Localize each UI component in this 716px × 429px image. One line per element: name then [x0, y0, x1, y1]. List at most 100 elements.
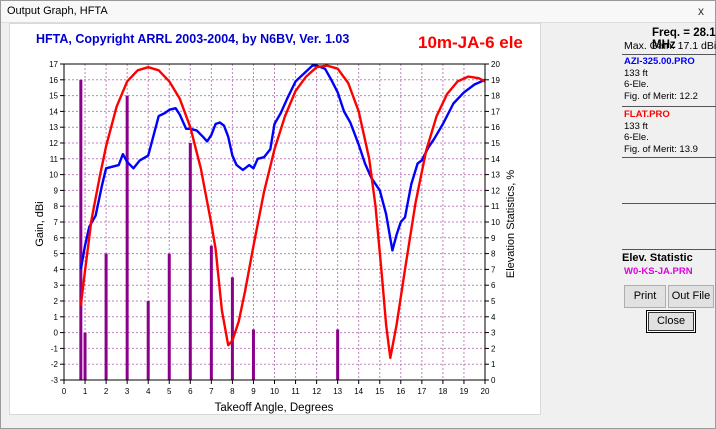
file1-merit: Fig. of Merit: 12.2 [624, 90, 698, 102]
y-tick-label: 11 [50, 155, 59, 164]
y-tick-label: 16 [49, 76, 58, 85]
y2-tick-label: 8 [491, 250, 496, 259]
y-tick-label: 2 [54, 297, 59, 306]
y2-tick-label: 18 [491, 92, 500, 101]
x-tick-label: 5 [167, 387, 172, 396]
elevation-bar [104, 253, 108, 380]
sidebar: Freq. = 28.1 MHz Max. Gain: 17.1 dBi AZI… [546, 23, 716, 415]
y2-tick-label: 11 [491, 202, 500, 211]
tick-labels: 0 1 2 3 4 5 6 7 8 9 10 11 12 13 14 15 16 17 18 19 20-3-2-101… [49, 60, 500, 396]
x-tick-label: 4 [146, 387, 151, 396]
x-tick-label: 7 [209, 387, 214, 396]
elevation-bar [209, 245, 213, 380]
elevation-bar [125, 95, 129, 380]
divider [622, 54, 716, 55]
file2-merit: Fig. of Merit: 13.9 [624, 143, 698, 155]
file2-name: FLAT.PRO [624, 109, 670, 120]
file1-height: 133 ft [624, 67, 648, 79]
y2-tick-label: 20 [491, 60, 500, 69]
y-tick-label: 3 [54, 281, 59, 290]
window-title: Output Graph, HFTA [7, 5, 108, 17]
y-axis-label: Gain, dBi [34, 201, 46, 246]
x-tick-label: 1 [83, 387, 88, 396]
y2-tick-label: 4 [491, 313, 496, 322]
frequency-label: Freq. = 28.1 MHz [652, 27, 716, 51]
x-tick-label: 13 [333, 387, 342, 396]
y2-tick-label: 16 [491, 123, 500, 132]
y-tick-label: 9 [54, 186, 59, 195]
y2-tick-label: 7 [491, 265, 496, 274]
y2-tick-label: 5 [491, 297, 496, 306]
y-tick-label: 8 [54, 202, 59, 211]
y-tick-label: 5 [54, 250, 59, 259]
elev-statistic-file: W0-KS-JA.PRN [624, 266, 693, 277]
title-bar: Output Graph, HFTA x [1, 1, 715, 23]
series-line-2 [79, 64, 486, 360]
y2-axis-label: Elevation Statistics, % [505, 170, 517, 278]
x-tick-label: 18 [438, 387, 447, 396]
close-button[interactable]: Close [646, 310, 696, 333]
x-tick-label: 6 [188, 387, 193, 396]
y-tick-label: -2 [51, 360, 59, 369]
y2-tick-label: 10 [491, 218, 500, 227]
elevation-bar [336, 329, 340, 380]
chart-title: HFTA, Copyright ARRL 2003-2004, by N6BV,… [36, 32, 349, 46]
out-file-button[interactable]: Out File [668, 285, 714, 308]
y-tick-label: 15 [49, 92, 58, 101]
y-tick-label: 4 [54, 265, 59, 274]
y2-tick-label: 17 [491, 107, 500, 116]
y2-tick-label: 19 [491, 76, 500, 85]
divider [622, 106, 716, 107]
elev-statistic-title: Elev. Statistic [622, 252, 693, 264]
x-tick-label: 15 [375, 387, 384, 396]
y-tick-label: 6 [54, 234, 59, 243]
x-tick-label: 0 [62, 387, 67, 396]
y2-tick-label: 15 [491, 139, 500, 148]
y-tick-label: 10 [49, 171, 58, 180]
file1-info: AZI-325.00.PRO 133 ft 6-Ele. Fig. of Mer… [624, 56, 698, 102]
x-tick-label: 3 [125, 387, 130, 396]
y-tick-label: 14 [49, 107, 58, 116]
print-button[interactable]: Print [624, 285, 666, 308]
max-gain-label: Max. Gain: 17.1 dBi [624, 40, 716, 52]
series-line-1 [79, 64, 486, 270]
file1-elements: 6-Ele. [624, 79, 649, 90]
y-tick-label: -1 [51, 344, 59, 353]
y2-tick-label: 0 [491, 376, 496, 385]
x-tick-label: 20 [481, 387, 490, 396]
y-tick-label: 13 [49, 123, 58, 132]
x-tick-label: 2 [104, 387, 109, 396]
x-tick-label: 9 [251, 387, 256, 396]
y2-tick-label: 13 [491, 171, 500, 180]
plot-panel: 0 1 2 3 4 5 6 7 8 9 10 11 12 13 14 15 16 17 18 19 20 -3 -2 -1 0 1… [9, 23, 541, 415]
elevation-bars [79, 79, 340, 381]
elevation-bar [83, 332, 87, 380]
y-tick-label: 17 [49, 60, 58, 69]
elevation-bar [251, 329, 255, 380]
y-tick-label: 1 [54, 313, 59, 322]
y2-tick-label: 3 [491, 329, 496, 338]
x-axis-label: Takeoff Angle, Degrees [215, 402, 334, 414]
elevation-bar [79, 79, 83, 381]
y2-tick-label: 2 [491, 344, 496, 353]
elevation-bar [230, 277, 234, 380]
chart-svg: 0 1 2 3 4 5 6 7 8 9 10 11 12 13 14 15 16 17 18 19 20-3-2-101… [34, 32, 523, 414]
close-window-icon[interactable]: x [698, 4, 704, 18]
file2-info: FLAT.PRO 133 ft 6-Ele. Fig. of Merit: 13… [624, 109, 698, 155]
x-tick-label: 11 [291, 387, 300, 396]
x-tick-label: 14 [354, 387, 363, 396]
axes [60, 63, 489, 384]
file1-name: AZI-325.00.PRO [624, 56, 695, 67]
y2-tick-label: 14 [491, 155, 500, 164]
y2-tick-label: 12 [491, 186, 500, 195]
divider [622, 203, 716, 204]
file2-elements: 6-Ele. [624, 132, 649, 143]
x-tick-label: 16 [396, 387, 405, 396]
y-tick-label: -3 [51, 376, 59, 385]
gain-lines [79, 64, 486, 360]
y-tick-label: 0 [54, 329, 59, 338]
chart-subtitle: 10m-JA-6 ele [418, 33, 523, 52]
divider [622, 157, 716, 158]
x-tick-label: 12 [312, 387, 321, 396]
